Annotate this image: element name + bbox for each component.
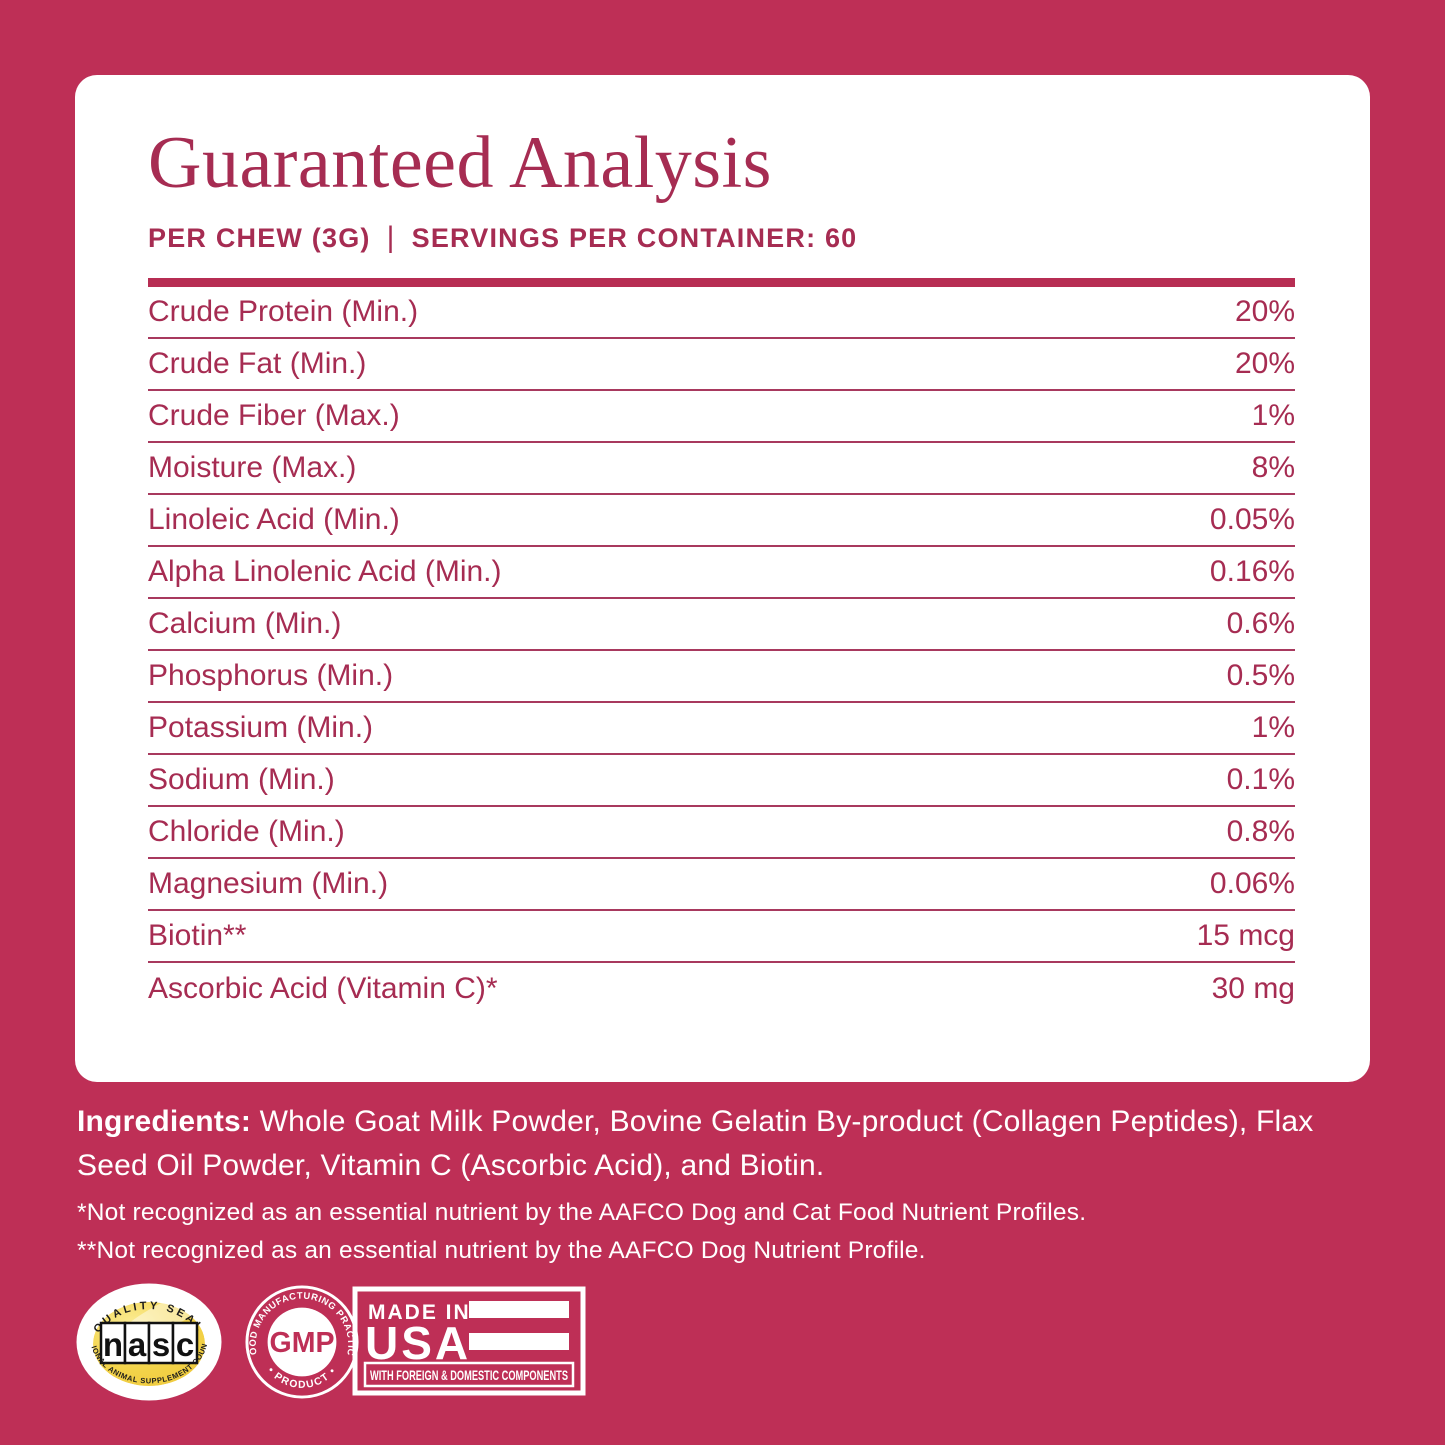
usa-line1: MADE IN — [368, 1301, 471, 1324]
table-row: Ascorbic Acid (Vitamin C)* 30 mg — [148, 963, 1295, 1015]
usa-line2: USA — [365, 1317, 471, 1369]
ingredients-text: Whole Goat Milk Powder, Bovine Gelatin B… — [77, 1105, 1314, 1182]
serving-size: PER CHEW (3G) — [148, 223, 371, 254]
usa-line3: WITH FOREIGN & DOMESTIC COMPONENTS — [370, 1367, 568, 1383]
nutrient-label: Sodium (Min.) — [148, 762, 335, 796]
nutrient-label: Potassium (Min.) — [148, 710, 374, 744]
table-row: Phosphorus (Min.) 0.5% — [148, 651, 1295, 703]
nutrient-value: 0.06% — [1209, 866, 1295, 900]
gmp-center-text: GMP — [270, 1327, 335, 1359]
table-row: Moisture (Max.) 8% — [148, 443, 1295, 495]
nutrient-value: 8% — [1251, 450, 1295, 484]
servings-per-container: SERVINGS PER CONTAINER: 60 — [411, 223, 858, 254]
table-row: Sodium (Min.) 0.1% — [148, 755, 1295, 807]
guaranteed-analysis-card: Guaranteed Analysis PER CHEW (3G) | SERV… — [75, 75, 1370, 1082]
ingredients-label: Ingredients: — [77, 1105, 252, 1138]
footnotes: *Not recognized as an essential nutrient… — [77, 1194, 1365, 1270]
nutrient-label: Magnesium (Min.) — [148, 866, 389, 900]
serving-separator: | — [386, 220, 396, 254]
table-row: Chloride (Min.) 0.8% — [148, 807, 1295, 859]
ingredients-paragraph: Ingredients: Whole Goat Milk Powder, Bov… — [77, 1100, 1365, 1187]
nutrient-value: 0.05% — [1209, 502, 1295, 536]
footnote-double-asterisk: **Not recognized as an essential nutrien… — [77, 1236, 926, 1264]
nutrient-label: Calcium (Min.) — [148, 606, 342, 640]
nutrient-value: 1% — [1251, 398, 1295, 432]
nutrient-label: Moisture (Max.) — [148, 450, 357, 484]
nutrient-value: 20% — [1234, 346, 1295, 380]
table-row: Potassium (Min.) 1% — [148, 703, 1295, 755]
nutrient-value: 0.6% — [1226, 606, 1295, 640]
gmp-badge-icon: GOOD MANUFACTURING PRACTICE • PRODUCT • … — [244, 1284, 359, 1399]
nasc-letter: n — [103, 1326, 123, 1363]
analysis-table: Crude Protein (Min.) 20% Crude Fat (Min.… — [148, 287, 1295, 1015]
table-row: Magnesium (Min.) 0.06% — [148, 859, 1295, 911]
nutrient-value: 1% — [1251, 710, 1295, 744]
nutrient-label: Crude Protein (Min.) — [148, 294, 419, 328]
table-row: Calcium (Min.) 0.6% — [148, 599, 1295, 651]
usa-flag-bar — [469, 1333, 569, 1350]
nutrient-value: 0.16% — [1209, 554, 1295, 588]
table-row: Linoleic Acid (Min.) 0.05% — [148, 495, 1295, 547]
nutrient-label: Chloride (Min.) — [148, 814, 345, 848]
nutrient-label: Phosphorus (Min.) — [148, 658, 394, 692]
header-rule — [148, 277, 1295, 287]
nutrient-value: 20% — [1234, 294, 1295, 328]
footnote-single-asterisk: *Not recognized as an essential nutrient… — [77, 1199, 1087, 1226]
table-row: Crude Protein (Min.) 20% — [148, 287, 1295, 339]
serving-info: PER CHEW (3G) | SERVINGS PER CONTAINER: … — [148, 220, 1295, 256]
nutrient-label: Crude Fat (Min.) — [148, 346, 367, 380]
nutrient-label: Biotin** — [148, 918, 247, 952]
nasc-letter: s — [152, 1326, 170, 1363]
nasc-logo: n a s c — [99, 1321, 199, 1365]
usa-flag-bar — [469, 1301, 569, 1318]
table-row: Biotin** 15 mcg — [148, 911, 1295, 963]
nutrient-value: 0.1% — [1226, 762, 1295, 796]
nutrient-label: Ascorbic Acid (Vitamin C)* — [148, 971, 498, 1005]
nutrient-value: 15 mcg — [1196, 918, 1295, 952]
nutrient-label: Alpha Linolenic Acid (Min.) — [148, 554, 502, 588]
nutrient-value: 0.5% — [1226, 658, 1295, 692]
nutrient-value: 0.8% — [1226, 814, 1295, 848]
table-row: Alpha Linolenic Acid (Min.) 0.16% — [148, 547, 1295, 599]
nutrient-label: Linoleic Acid (Min.) — [148, 502, 400, 536]
nasc-letter: a — [128, 1326, 147, 1363]
table-row: Crude Fat (Min.) 20% — [148, 339, 1295, 391]
nasc-letter: c — [176, 1326, 194, 1363]
nasc-quality-seal-icon: QUALITY SEAL n a s c NATIONAL ANIMAL SUP… — [76, 1283, 222, 1401]
table-row: Crude Fiber (Max.) 1% — [148, 391, 1295, 443]
made-in-usa-badge-icon: MADE IN USA WITH FOREIGN & DOMESTIC COMP… — [352, 1286, 586, 1396]
page-title: Guaranteed Analysis — [148, 122, 772, 204]
nutrient-value: 30 mg — [1211, 971, 1295, 1005]
nutrient-label: Crude Fiber (Max.) — [148, 398, 400, 432]
